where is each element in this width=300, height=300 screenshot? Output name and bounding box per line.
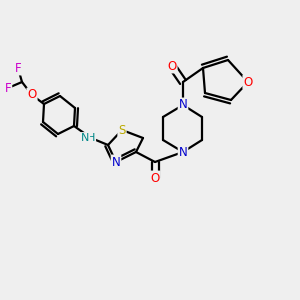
Text: N: N xyxy=(112,155,120,169)
Text: S: S xyxy=(118,124,126,136)
Text: H: H xyxy=(87,133,95,143)
Text: O: O xyxy=(27,88,37,101)
Text: F: F xyxy=(15,61,21,74)
Text: F: F xyxy=(5,82,11,94)
Text: O: O xyxy=(150,172,160,184)
Text: O: O xyxy=(167,59,177,73)
Text: O: O xyxy=(243,76,253,88)
Text: N: N xyxy=(178,146,188,158)
Text: N: N xyxy=(81,133,89,143)
Text: N: N xyxy=(178,98,188,112)
